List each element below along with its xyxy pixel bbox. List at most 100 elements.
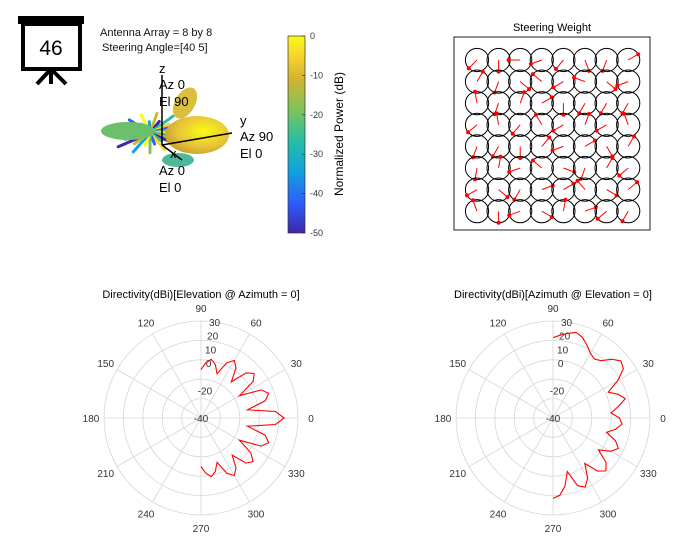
easel-leg-left [35,67,53,86]
axis-x-el: El 0 [159,180,181,195]
array-element [529,91,554,116]
weight-marker [498,154,503,159]
weight-marker [534,112,538,117]
array-element [616,177,641,202]
steering-weight-frame [453,36,651,231]
array-element [616,91,641,116]
array-element [508,69,533,94]
axis-y: y Az 90 El 0 [161,113,273,161]
array-element [464,112,490,137]
array-element [486,177,511,202]
array-element [464,177,490,202]
polar-radius-label: 10 [205,345,217,356]
array-element [486,134,511,159]
array-element [508,112,533,137]
weight-marker [466,66,471,71]
polar-radius-label: -40 [546,414,561,425]
polar-elevation-chart: Directivity(dBi)[Elevation @ Azimuth = 0… [83,289,315,535]
axis-x: x Az 0 El 0 [159,144,185,195]
array-element [572,155,598,181]
array-element [508,177,533,202]
weight-marker [530,158,535,163]
slide-number-badge: 46 [18,16,84,86]
array-element [572,134,598,159]
colorbar-tick-label: 0 [310,31,315,41]
lower-lobe [162,153,194,167]
weight-marker [496,69,501,74]
polar-spoke [116,417,202,467]
weight-marker [550,148,555,153]
weight-marker [507,213,512,218]
weight-marker [473,89,477,94]
polar-angle-label: 30 [291,359,303,370]
weight-marker [575,178,580,183]
weight-marker [636,52,641,57]
colorbar-gradient [287,35,306,234]
polar-azimuth-chart: Directivity(dBi)[Azimuth @ Elevation = 0… [435,289,667,535]
polar-radius-label: 30 [561,318,573,329]
polar-radius-label: -20 [550,387,565,398]
array-element [529,134,554,159]
weight-marker [617,173,622,178]
polar-angle-label: 0 [308,414,314,425]
polar-elevation-plot: 0 30 60 90 120 150 180 210 240 270 300 330 30 20 10 0 -2… [83,304,315,535]
array-element [529,155,554,181]
polar-spoke [552,417,638,467]
polar-spoke [200,333,250,419]
array-element [572,199,598,224]
polar-radius-label: 20 [559,332,571,343]
array-element [572,177,598,202]
array-element [572,69,598,94]
axis-x-name: x [170,146,177,161]
colorbar-tick-label: -50 [310,228,323,238]
array-element [464,91,490,116]
polar-angle-label: 90 [547,304,559,315]
axis-x-az: Az 0 [159,163,185,178]
steering-weight-elements [464,47,641,225]
colorbar-label: Normalized Power (dB) [332,72,346,196]
weight-marker [587,111,591,116]
colorbar: 0 -10 -20 -30 -40 -50 Normalized Power (dB) [287,31,346,238]
weight-marker [522,90,527,95]
array-element [508,91,533,116]
array-element [508,199,533,224]
weight-marker [506,58,511,62]
weight-marker [594,128,599,133]
axis-y-az: Az 90 [240,129,273,144]
polar-angle-label: 240 [490,509,507,520]
polar-spoke [152,417,202,503]
array-element [616,134,641,159]
weight-marker [632,134,636,139]
left-lobe [101,122,155,140]
weight-marker [613,87,618,92]
axis-z-name: z [159,61,166,76]
polar-elevation-title: Directivity(dBi)[Elevation @ Azimuth = 0… [102,289,299,301]
steering-weight-title: Steering Weight [513,22,591,34]
polar-radius-label: 0 [558,359,564,370]
polar-angle-label: 240 [138,509,155,520]
array-element [572,47,598,73]
polar-angle-label: 330 [288,469,305,480]
polar-angle-label: 60 [250,319,262,330]
array-element [529,199,554,224]
radiation-pattern-3d [101,87,229,167]
steering-weight-chart: Steering Weight [453,22,651,231]
array-element [572,91,598,116]
array-element [594,91,619,116]
easel-top-bar [18,16,84,24]
polar-spoke [504,333,554,419]
polar-angle-label: 180 [435,414,452,425]
array-size-annotation: Antenna Array = 8 by 8 [100,27,212,39]
weight-marker [553,66,558,71]
polar-angle-label: 30 [643,359,655,370]
array-element [529,112,554,137]
colorbar-tick-label: -30 [310,149,323,159]
polar-angle-label: 60 [602,319,614,330]
polar-spoke [468,369,554,419]
polar-angle-label: 210 [449,469,466,480]
axis-z-el: El 90 [159,94,189,109]
colorbar-tick-label: -10 [310,70,323,80]
array-element [508,155,533,181]
weight-marker [595,216,600,221]
axis-y-line [161,132,233,146]
